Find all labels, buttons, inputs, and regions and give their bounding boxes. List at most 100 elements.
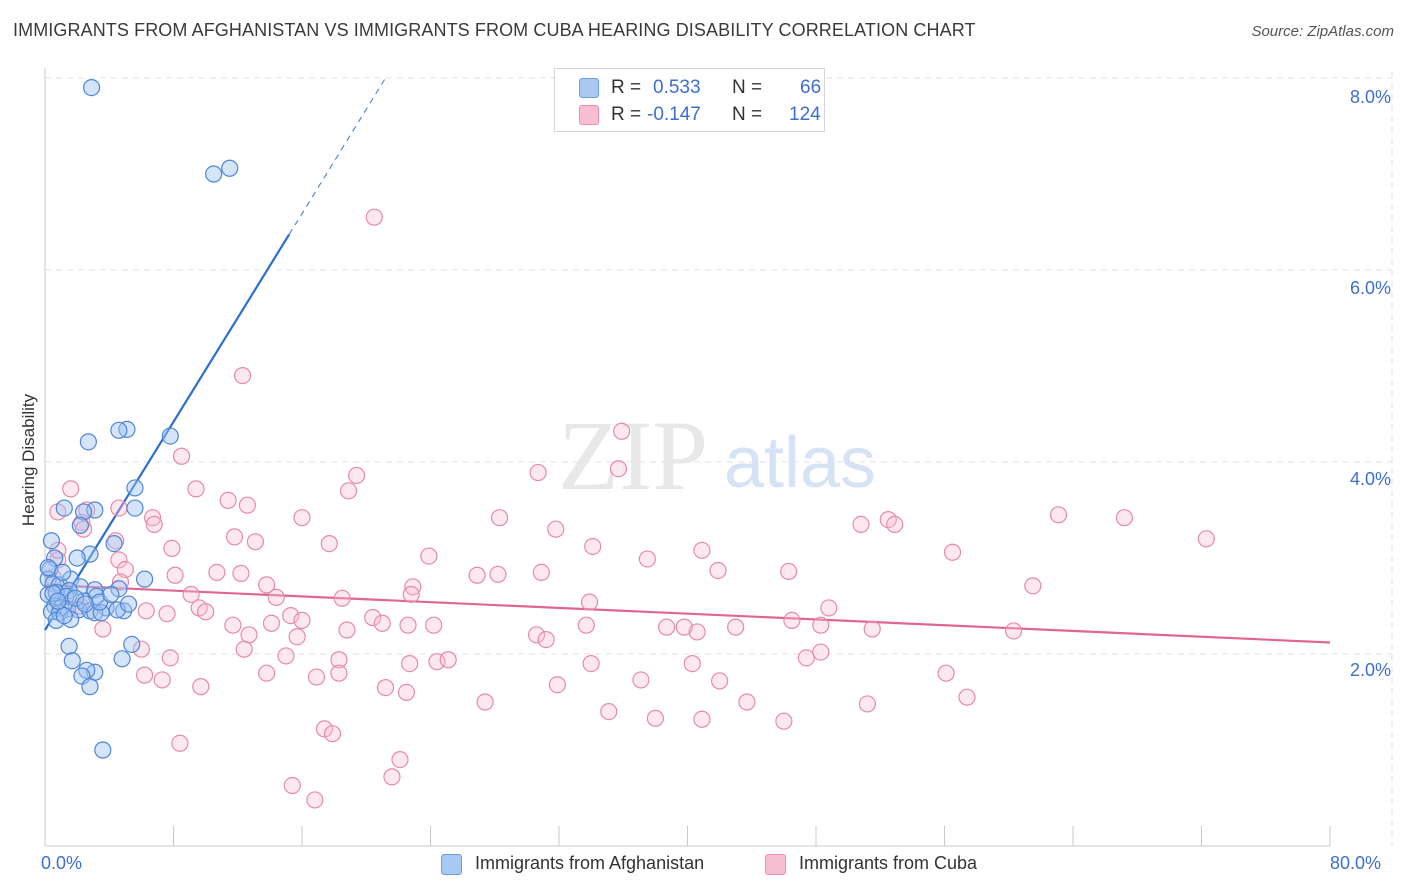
cuba-point (683, 654, 701, 673)
cuba-point (376, 678, 395, 697)
cuba-point (399, 616, 417, 634)
cuba-point (693, 710, 711, 728)
afghanistan-point (119, 595, 138, 613)
cuba-point (233, 367, 252, 385)
cuba-point (812, 616, 830, 634)
y-tick-label: 8.0% (1350, 87, 1392, 107)
cuba-point (172, 447, 191, 465)
afghanistan-point (76, 595, 94, 613)
legend-n-value: 124 (789, 104, 821, 125)
cuba-point (145, 515, 163, 534)
cuba-point (688, 623, 706, 641)
afghanistan-point (47, 611, 65, 630)
cuba-point (293, 509, 311, 527)
cuba-point (775, 712, 793, 730)
cuba-point (153, 671, 171, 689)
cuba-point (675, 618, 693, 636)
cuba-point (476, 693, 494, 711)
cuba-point (693, 541, 711, 559)
cuba-point (219, 491, 237, 509)
cuba-point (258, 576, 276, 594)
cuba-point (548, 676, 566, 694)
cuba-point (365, 208, 383, 226)
cuba-point (425, 616, 443, 634)
afghanistan-point (123, 635, 141, 654)
cuba-point (812, 643, 830, 661)
cuba-point (320, 534, 338, 553)
cuba-point (293, 611, 311, 630)
legend-swatch-cuba (579, 105, 599, 125)
cuba-point (225, 528, 244, 546)
cuba-point (797, 649, 815, 667)
afghanistan-point (113, 650, 131, 668)
cuba-point (240, 626, 258, 644)
cuba-point (135, 666, 154, 684)
cuba-point (727, 618, 745, 636)
afghanistan-trend-line (44, 233, 291, 631)
cuba-point (820, 599, 838, 617)
afghanistan-point (55, 606, 73, 625)
cuba-point (163, 539, 181, 558)
cuba-point (711, 672, 729, 690)
cuba-point (783, 611, 801, 630)
afghanistan-point (55, 499, 73, 517)
cuba-point (235, 640, 253, 658)
cuba-point (420, 547, 438, 565)
afghanistan-point (161, 427, 179, 445)
afghanistan-point (82, 78, 101, 97)
legend-n-label: N = (732, 104, 763, 125)
cuba-point (584, 537, 602, 556)
afghanistan-point (63, 652, 81, 670)
grid-lines (45, 72, 1393, 846)
cuba-point (1115, 509, 1134, 527)
bottom-legend-swatch-afghanistan (441, 854, 462, 875)
afghanistan-point (79, 433, 97, 451)
afghanistan-point (60, 637, 78, 655)
cuba-point (577, 616, 595, 634)
trend-lines (44, 77, 1331, 644)
cuba-point (532, 563, 550, 582)
cuba-point (490, 509, 509, 527)
y-axis-label: Hearing Disability (19, 393, 38, 527)
afghanistan-point (71, 516, 89, 534)
cuba-point (580, 593, 599, 611)
afghanistan-point (102, 585, 120, 604)
legend-r-value: 0.533 (653, 77, 701, 98)
cuba-point (158, 605, 176, 623)
cuba-point (166, 566, 184, 584)
bottom-legend-swatch-cuba (765, 854, 786, 875)
cuba-point (208, 563, 226, 582)
cuba-point (62, 480, 80, 498)
afghanistan-point (54, 563, 72, 582)
x-tick-label-min: 0.0% (41, 853, 83, 873)
cuba-point (658, 618, 676, 636)
axes (44, 68, 1331, 847)
afghanistan-point (126, 479, 144, 497)
watermark-zip: ZIP (558, 400, 708, 511)
cuba-point (262, 614, 281, 632)
cuba-point (537, 630, 555, 649)
cuba-point (958, 688, 976, 706)
cuba-point (182, 585, 200, 604)
cuba-point (364, 608, 382, 627)
y-tick-label: 2.0% (1350, 660, 1392, 680)
cuba-point (144, 509, 162, 527)
cuba-point (863, 620, 881, 638)
cuba-point (161, 649, 179, 667)
cuba-point (582, 654, 600, 673)
cuba-point (638, 550, 656, 568)
cuba-point (489, 565, 507, 583)
cuba-point (338, 621, 356, 639)
cuba-point (110, 499, 128, 517)
cuba-point (600, 702, 618, 721)
cuba-point (1024, 577, 1042, 595)
cuba-trend-line (44, 583, 1331, 644)
x-tick-label-max: 80.0% (1330, 853, 1382, 873)
cuba-point (232, 564, 250, 582)
legend-n-value: 66 (800, 77, 822, 98)
cuba-point (187, 480, 205, 498)
cuba-point (288, 628, 306, 646)
cuba-point (192, 678, 210, 696)
cuba-point (307, 668, 326, 686)
